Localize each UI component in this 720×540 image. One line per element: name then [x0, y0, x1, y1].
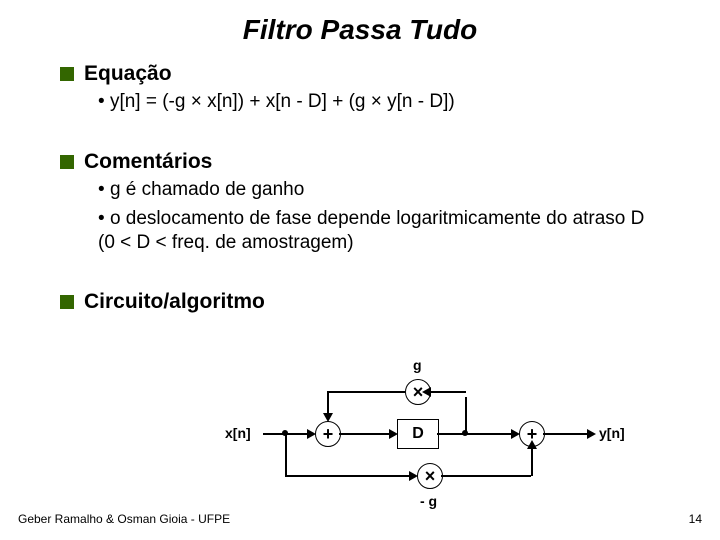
multiplier-node: × [417, 463, 443, 489]
slide: Filtro Passa Tudo Equação y[n] = (-g × x… [0, 0, 720, 540]
signal-flow-diagram: x[n] + D + y[n] × g [225, 355, 645, 520]
section-circuit: Circuito/algoritmo [60, 290, 265, 314]
junction-dot-icon [282, 430, 288, 436]
wire [531, 447, 533, 476]
page-title: Filtro Passa Tudo [0, 14, 720, 46]
square-bullet-icon [60, 295, 74, 309]
section-heading: Circuito/algoritmo [60, 290, 265, 314]
wire [327, 391, 405, 393]
square-bullet-icon [60, 67, 74, 81]
arrowhead-icon [587, 429, 596, 439]
arrowhead-icon [323, 413, 333, 422]
wire [543, 433, 589, 435]
bullet-item: g é chamado de ganho [98, 178, 658, 203]
input-label: x[n] [225, 425, 251, 441]
gain-label-bottom: - g [420, 493, 437, 509]
bullet-item: o deslocamento de fase depende logaritmi… [98, 207, 658, 256]
wire [327, 391, 329, 415]
output-label: y[n] [599, 425, 625, 441]
page-number: 14 [689, 512, 702, 526]
junction-dot-icon [462, 430, 468, 436]
adder-node: + [315, 421, 341, 447]
wire [437, 433, 513, 435]
delay-block: D [397, 419, 439, 449]
square-bullet-icon [60, 155, 74, 169]
arrowhead-icon [422, 387, 431, 397]
gain-label-top: g [413, 357, 422, 373]
wire [285, 433, 287, 475]
wire [465, 397, 467, 433]
footer-text: Geber Ramalho & Osman Gioia - UFPE [18, 512, 230, 526]
section-heading: Equação [60, 62, 455, 86]
wire [339, 433, 391, 435]
wire [429, 391, 466, 393]
wire [285, 475, 411, 477]
bullet-item: y[n] = (-g × x[n]) + x[n - D] + (g × y[n… [98, 90, 455, 115]
section-heading: Comentários [60, 150, 658, 174]
section-comments: Comentários g é chamado de ganho o deslo… [60, 150, 658, 256]
wire [441, 475, 531, 477]
section-equation: Equação y[n] = (-g × x[n]) + x[n - D] + … [60, 62, 455, 115]
arrowhead-icon [527, 440, 537, 449]
